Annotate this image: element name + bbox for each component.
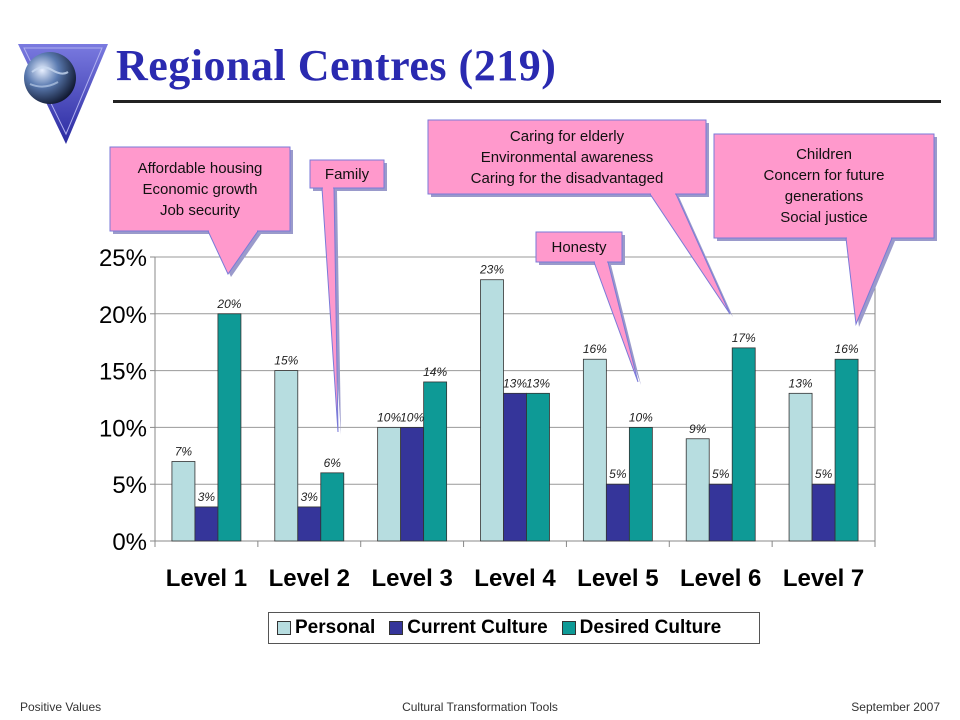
bar-value-label: 20% bbox=[216, 297, 241, 311]
y-tick-label: 0% bbox=[112, 529, 147, 556]
callout-line: Caring for elderly bbox=[509, 127, 625, 145]
x-tick-label: Level 6 bbox=[680, 565, 761, 592]
bar-value-label: 15% bbox=[274, 354, 298, 368]
title-underline bbox=[113, 100, 941, 103]
legend-item-current: Current Culture bbox=[389, 617, 548, 639]
bar-desired-culture bbox=[628, 426, 653, 542]
globe-logo-icon bbox=[18, 44, 108, 144]
x-tick-label: Level 3 bbox=[371, 565, 452, 592]
bar-value-label: 10% bbox=[400, 410, 424, 424]
legend-swatch-personal bbox=[277, 621, 291, 635]
bar-current-culture bbox=[297, 506, 322, 542]
bar-value-label: 5% bbox=[712, 467, 730, 481]
bar-value-label: 3% bbox=[198, 490, 216, 504]
callout-text: Honesty bbox=[536, 237, 622, 258]
footer-center: Cultural Transformation Tools bbox=[402, 700, 558, 714]
callout-box bbox=[535, 231, 623, 263]
bar-value-label: 10% bbox=[629, 410, 653, 424]
x-tick-label: Level 7 bbox=[783, 565, 864, 592]
bar-value-label: 13% bbox=[526, 376, 550, 390]
callout-line: Family bbox=[324, 165, 370, 183]
callout-box bbox=[109, 146, 291, 232]
callout-line: Caring for the disadvantaged bbox=[470, 169, 664, 187]
bar-value-label: 3% bbox=[301, 490, 319, 504]
bar-value-label: 9% bbox=[689, 422, 707, 436]
x-tick-label: Level 5 bbox=[577, 565, 658, 592]
callout-line: Environmental awareness bbox=[480, 148, 654, 166]
bar-personal bbox=[377, 426, 402, 542]
bar-value-label: 16% bbox=[583, 342, 607, 356]
callout-line: Social justice bbox=[780, 209, 868, 226]
legend-item-personal: Personal bbox=[277, 617, 375, 639]
footer-right: September 2007 bbox=[851, 700, 940, 714]
bar-value-label: 14% bbox=[423, 365, 447, 379]
callout-line: generations bbox=[784, 188, 864, 205]
bar-current-culture bbox=[605, 483, 630, 542]
x-tick-label: Level 2 bbox=[269, 565, 350, 592]
bar-value-label: 23% bbox=[479, 263, 504, 277]
callout-text: Affordable housing Economic growth Job sec… bbox=[110, 158, 290, 221]
bar-current-culture bbox=[503, 392, 527, 542]
y-tick-label: 10% bbox=[99, 415, 147, 442]
callout-pointer bbox=[845, 237, 893, 326]
callout-text: Caring for elderly Environmental awarenes… bbox=[428, 126, 706, 189]
y-tick-label: 15% bbox=[99, 359, 147, 386]
bar-value-label: 16% bbox=[835, 342, 859, 356]
bar-personal bbox=[788, 392, 813, 542]
callout-line: Job security bbox=[159, 201, 241, 219]
bar-value-label: 13% bbox=[789, 376, 813, 390]
bar-current-culture bbox=[400, 426, 425, 542]
callout-text: Family bbox=[310, 164, 384, 185]
callout-text: Children Concern for future generations Soc… bbox=[714, 144, 934, 228]
bar-desired-culture bbox=[834, 358, 859, 542]
bar-desired-culture bbox=[731, 347, 756, 542]
bar-current-culture bbox=[708, 483, 733, 542]
bar-desired-culture bbox=[320, 472, 345, 542]
bar-value-label: 7% bbox=[175, 444, 193, 458]
callout-pointer bbox=[207, 230, 259, 275]
bar-value-label: 6% bbox=[324, 456, 342, 470]
bar-current-culture bbox=[194, 506, 219, 542]
bar-current-culture bbox=[811, 483, 836, 542]
bar-value-label: 5% bbox=[815, 467, 833, 481]
legend-swatch-desired bbox=[561, 621, 576, 635]
callout-line: Honesty bbox=[551, 238, 607, 256]
bar-personal bbox=[274, 370, 299, 542]
bar-desired-culture bbox=[217, 313, 242, 542]
legend-label-personal: Personal bbox=[295, 617, 376, 638]
bar-personal bbox=[171, 461, 196, 542]
chart-legend: Personal Current Culture Desired Culture bbox=[268, 612, 760, 644]
bar-value-label: 10% bbox=[377, 410, 401, 424]
callout-box bbox=[713, 133, 935, 239]
legend-item-desired: Desired Culture bbox=[561, 617, 722, 639]
callout-line: Economic growth bbox=[142, 180, 258, 198]
y-tick-label: 20% bbox=[99, 302, 147, 329]
callout-line: Children bbox=[796, 146, 852, 163]
callout-line: Affordable housing bbox=[137, 159, 263, 177]
callout-line: Concern for future bbox=[763, 167, 885, 184]
bar-desired-culture bbox=[526, 392, 550, 542]
y-tick-label: 25% bbox=[99, 245, 147, 272]
bar-value-label: 17% bbox=[732, 331, 756, 345]
legend-label-desired: Desired Culture bbox=[579, 617, 722, 638]
x-tick-label: Level 1 bbox=[166, 565, 247, 592]
x-tick-label: Level 4 bbox=[474, 565, 556, 592]
footer-left: Positive Values bbox=[20, 700, 102, 714]
bar-value-label: 13% bbox=[503, 376, 527, 390]
callout-box bbox=[427, 119, 707, 195]
bar-personal bbox=[582, 358, 607, 542]
bar-desired-culture bbox=[423, 381, 448, 542]
slide-title: Regional Centres (219) bbox=[116, 41, 557, 90]
callout-box bbox=[309, 159, 385, 189]
bar-personal bbox=[480, 279, 504, 542]
legend-label-current: Current Culture bbox=[407, 617, 548, 638]
bar-personal bbox=[685, 438, 710, 542]
y-tick-label: 5% bbox=[112, 472, 147, 499]
legend-swatch-current bbox=[389, 621, 404, 635]
bar-value-label: 5% bbox=[609, 467, 627, 481]
